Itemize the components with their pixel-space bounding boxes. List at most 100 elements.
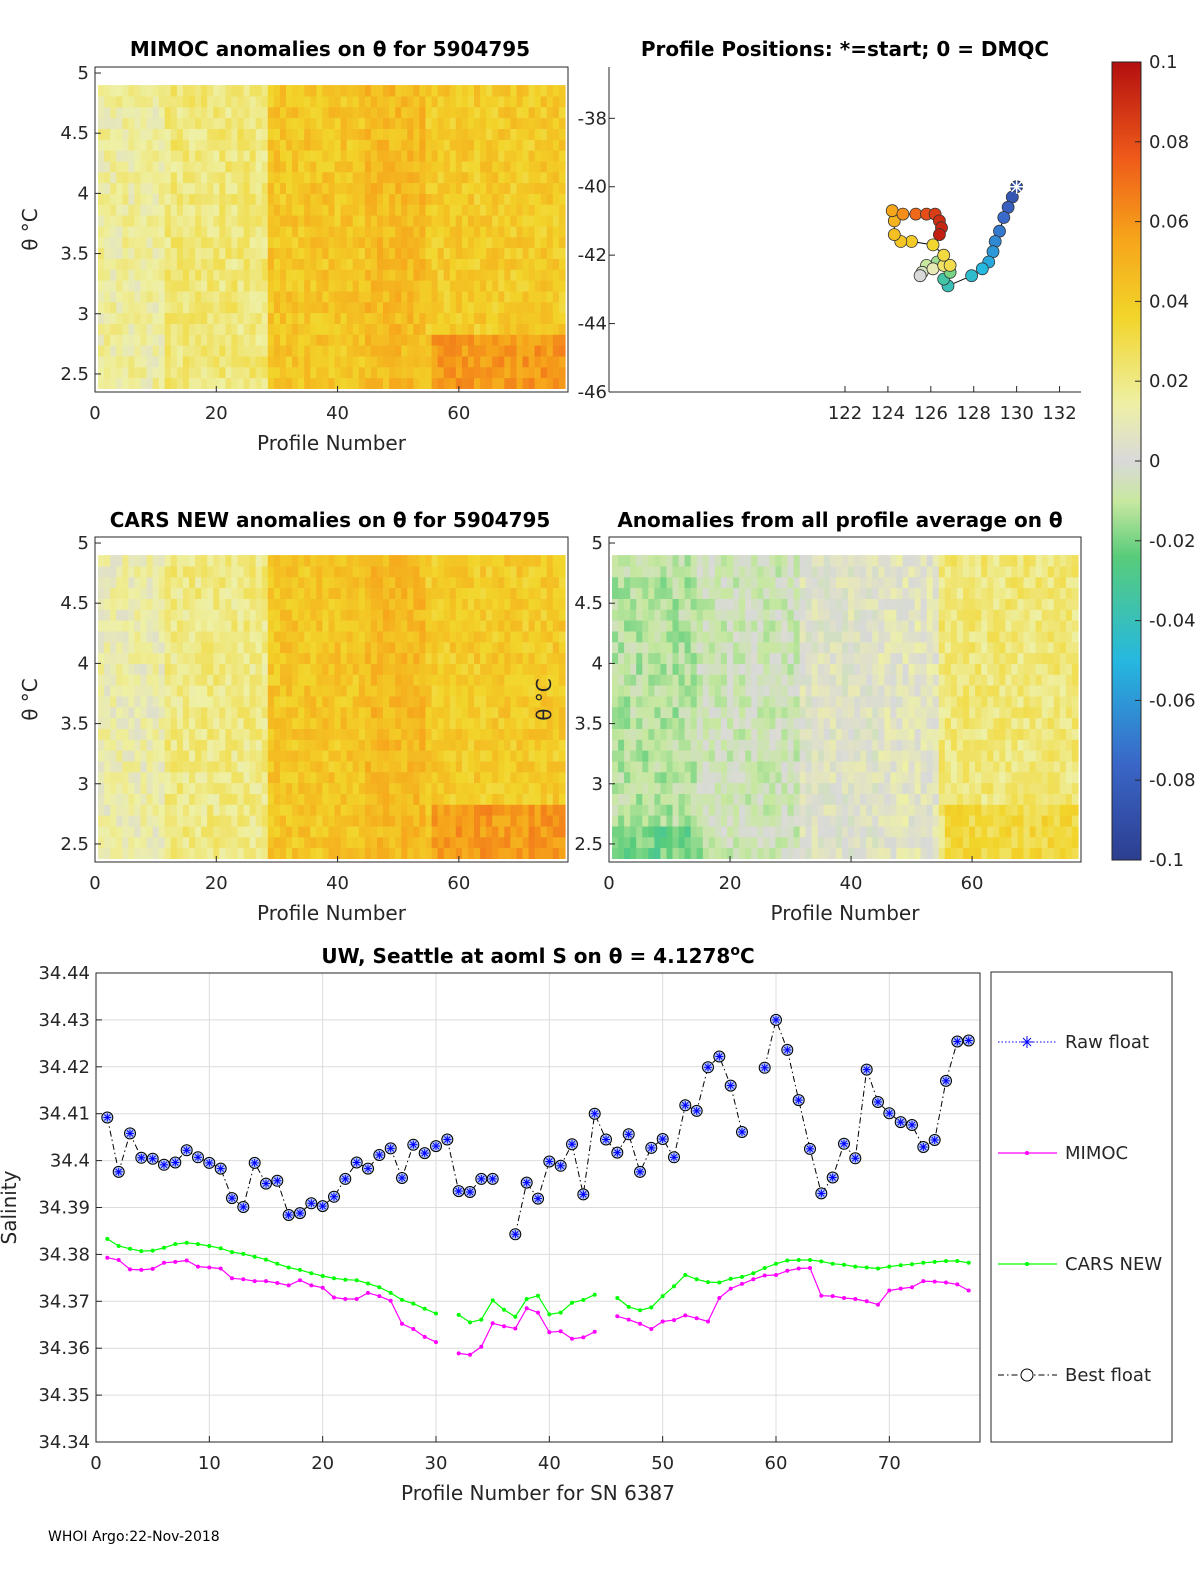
heatmap-cell	[407, 706, 414, 719]
heatmap-cell	[364, 345, 372, 357]
heatmap-cell	[219, 674, 226, 686]
heatmap-cell	[377, 215, 384, 227]
heatmap-cell	[492, 106, 499, 119]
heatmap-cell	[443, 345, 451, 357]
heatmap-cell	[486, 771, 493, 784]
heatmap-cell	[207, 825, 214, 838]
heatmap-cell	[267, 587, 275, 599]
heatmap-cell	[449, 609, 457, 621]
heatmap-cell	[534, 695, 542, 708]
heatmap-cell	[158, 815, 166, 827]
heatmap-cell	[328, 258, 336, 270]
heatmap-cell	[480, 95, 487, 108]
heatmap-cell	[346, 771, 354, 784]
heatmap-cell	[498, 750, 505, 762]
heatmap-cell	[419, 150, 427, 162]
heatmap-cell	[720, 576, 728, 589]
heatmap-cell	[322, 739, 330, 751]
heatmap-cell	[425, 85, 433, 97]
heatmap-cell	[110, 258, 117, 270]
heatmap-cell	[449, 290, 457, 303]
heatmap-cell	[201, 565, 208, 578]
heatmap-cell	[243, 663, 251, 675]
heatmap-cell	[377, 95, 384, 108]
heatmap-cell	[660, 717, 668, 729]
heatmap-cell	[292, 106, 299, 119]
heatmap-cell	[170, 565, 178, 578]
heatmap-cell	[267, 171, 275, 184]
heatmap-cell	[516, 160, 524, 173]
heatmap-cell	[358, 280, 366, 292]
heatmap-cell	[449, 717, 457, 729]
heatmap-cell	[164, 782, 172, 794]
heatmap-cell	[134, 804, 142, 816]
heatmap-cell	[443, 706, 451, 719]
heatmap-cell	[648, 847, 655, 859]
heatmap-cell	[630, 685, 637, 697]
heatmap-cell	[280, 587, 287, 599]
heatmap-cell	[504, 804, 511, 816]
heatmap-cell	[654, 782, 662, 794]
heatmap-cell	[552, 760, 560, 773]
heatmap-cell	[425, 728, 433, 740]
heatmap-cell	[152, 85, 160, 97]
heatmap-cell	[292, 225, 299, 238]
heatmap-cell	[328, 630, 336, 643]
heatmap-cell	[528, 793, 536, 805]
heatmap-cell	[152, 301, 160, 314]
heatmap-cell	[714, 555, 722, 567]
x-tick-label: 20	[205, 873, 228, 894]
heatmap-cell	[249, 334, 257, 346]
heatmap-cell	[552, 825, 560, 838]
heatmap-cell	[546, 750, 554, 762]
heatmap-cell	[164, 377, 172, 389]
heatmap-cell	[480, 290, 487, 303]
heatmap-cell	[182, 247, 190, 259]
heatmap-cell	[340, 377, 348, 389]
heatmap-cell	[286, 825, 293, 838]
heatmap-cell	[352, 555, 360, 567]
heatmap-cell	[684, 609, 692, 621]
heatmap-cell	[340, 258, 348, 270]
x-tick-label: 60	[447, 403, 470, 424]
heatmap-cell	[292, 739, 299, 751]
heatmap-cell	[164, 739, 172, 751]
heatmap-cell	[648, 609, 655, 621]
heatmap-cell	[389, 117, 396, 129]
heatmap-cell	[389, 825, 396, 838]
heatmap-cell	[449, 139, 457, 151]
heatmap-cell	[431, 641, 439, 654]
heatmap-cell	[286, 565, 293, 578]
heatmap-cell	[128, 565, 136, 578]
heatmap-cell	[690, 706, 698, 719]
heatmap-cell	[486, 652, 493, 664]
heatmap-cell	[425, 771, 433, 784]
heatmap-cell	[322, 609, 330, 621]
heatmap-cell	[152, 160, 160, 173]
heatmap-cell	[534, 620, 542, 632]
heatmap-cell	[249, 215, 257, 227]
heatmap-cell	[280, 793, 287, 805]
heatmap-cell	[666, 652, 674, 664]
heatmap-cell	[413, 825, 421, 838]
heatmap-cell	[273, 334, 281, 346]
heatmap-cell	[624, 695, 631, 708]
heatmap-cell	[346, 85, 354, 97]
heatmap-cell	[455, 750, 463, 762]
heatmap-cell	[207, 85, 214, 97]
heatmap-cell	[461, 269, 469, 281]
heatmap-cell	[104, 182, 111, 194]
heatmap-cell	[207, 598, 214, 610]
heatmap-cell	[407, 280, 414, 292]
heatmap-cell	[425, 815, 433, 827]
heatmap-cell	[110, 739, 117, 751]
heatmap-cell	[134, 587, 142, 599]
heatmap-cell	[696, 630, 704, 643]
heatmap-cell	[720, 674, 728, 686]
heatmap-cell	[534, 117, 542, 129]
heatmap-cell	[352, 728, 360, 740]
heatmap-cell	[346, 215, 354, 227]
heatmap-cell	[516, 334, 524, 346]
heatmap-cell	[328, 587, 336, 599]
heatmap-cell	[304, 182, 311, 194]
